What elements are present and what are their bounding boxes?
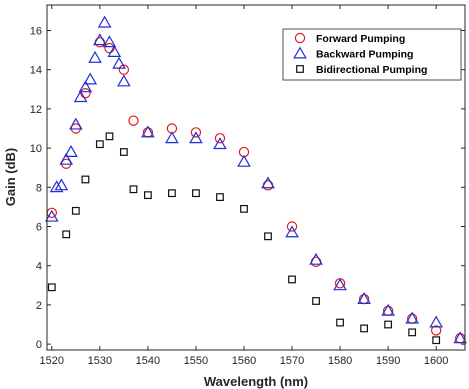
data-point xyxy=(73,90,88,103)
legend-entry: Backward Pumping xyxy=(316,49,413,61)
data-point xyxy=(78,80,93,93)
y-axis-label: Gain (dB) xyxy=(3,148,18,207)
data-point xyxy=(430,325,442,336)
data-point xyxy=(192,189,200,198)
y-tick-label: 6 xyxy=(36,222,42,234)
data-point xyxy=(81,175,90,184)
y-tick-label: 12 xyxy=(30,104,42,116)
data-point xyxy=(286,221,298,232)
x-tick-label: 1590 xyxy=(376,355,400,367)
x-tick-label: 1600 xyxy=(424,355,448,367)
y-tick-label: 2 xyxy=(36,300,42,312)
x-tick-label: 1580 xyxy=(328,355,352,367)
data-point xyxy=(190,127,202,138)
series-circle xyxy=(46,37,466,344)
data-marks xyxy=(44,15,468,345)
data-point xyxy=(333,278,347,291)
plot-frame xyxy=(46,4,466,351)
data-point xyxy=(429,315,444,328)
data-point xyxy=(336,318,344,327)
data-point xyxy=(237,154,251,167)
data-point xyxy=(381,303,395,316)
data-point xyxy=(384,320,393,329)
data-point xyxy=(408,328,417,337)
data-point xyxy=(49,180,64,193)
data-point xyxy=(119,148,128,156)
data-point xyxy=(143,191,152,200)
legend-box xyxy=(282,28,462,81)
y-axis-ticks: 0 2 4 6 8 10 12 14 16 xyxy=(30,25,465,351)
x-tick-label: 1540 xyxy=(136,355,160,367)
data-point xyxy=(128,115,139,126)
y-tick-label: 0 xyxy=(36,339,42,351)
x-axis-ticks: 1520 1530 1540 1550 1560 1570 1580 1590 1600 xyxy=(40,5,448,367)
data-point xyxy=(105,132,114,141)
x-tick-label: 1520 xyxy=(40,355,64,367)
data-point xyxy=(168,189,176,198)
y-tick-label: 10 xyxy=(30,143,42,155)
data-point xyxy=(62,230,71,239)
data-point xyxy=(213,137,227,150)
data-point xyxy=(64,145,78,157)
x-tick-label: 1570 xyxy=(280,355,304,367)
data-point xyxy=(240,204,248,213)
data-point xyxy=(453,331,468,344)
data-point xyxy=(68,117,83,130)
data-point xyxy=(288,275,296,284)
data-point xyxy=(118,64,130,75)
data-point xyxy=(285,225,299,238)
legend-entry: Forward Pumping xyxy=(316,33,405,45)
data-point xyxy=(214,133,226,144)
data-point xyxy=(44,209,59,222)
data-point xyxy=(165,131,179,144)
data-point xyxy=(107,45,122,57)
data-point xyxy=(216,193,224,202)
data-point xyxy=(59,152,74,165)
data-point xyxy=(97,15,112,28)
y-tick-label: 4 xyxy=(36,261,42,273)
data-point xyxy=(261,176,275,189)
y-tick-label: 8 xyxy=(36,182,42,194)
legend-marker xyxy=(293,46,307,59)
legend: Forward Pumping Backward Pumping Bidirecti… xyxy=(282,28,462,81)
data-point xyxy=(117,74,131,87)
x-tick-label: 1550 xyxy=(184,355,208,367)
x-axis-label: Wavelength (nm) xyxy=(204,374,308,389)
y-tick-label: 14 xyxy=(30,65,42,77)
data-point xyxy=(95,140,104,149)
x-tick-label: 1560 xyxy=(232,355,256,367)
legend-marker xyxy=(294,32,306,44)
data-point xyxy=(47,283,56,292)
data-point xyxy=(71,206,80,215)
data-point xyxy=(102,35,117,48)
x-tick-label: 1530 xyxy=(88,355,112,367)
data-point xyxy=(112,56,126,69)
data-point xyxy=(432,336,441,345)
series-triangle xyxy=(44,15,468,344)
data-point xyxy=(312,297,320,305)
data-point xyxy=(357,292,371,304)
data-point xyxy=(93,33,107,46)
series-square xyxy=(47,132,441,345)
legend-marker xyxy=(296,65,304,73)
data-point xyxy=(83,72,98,85)
data-point xyxy=(54,178,69,191)
data-point xyxy=(360,324,369,333)
data-point xyxy=(141,125,155,138)
data-point xyxy=(264,232,272,241)
data-point xyxy=(80,88,91,99)
data-point xyxy=(104,42,115,54)
y-tick-label: 16 xyxy=(30,25,42,37)
data-point xyxy=(189,131,203,144)
data-point xyxy=(405,311,419,324)
legend-entry: Bidirectional Pumping xyxy=(316,64,427,76)
data-point xyxy=(88,50,102,63)
data-point xyxy=(129,185,138,194)
data-point xyxy=(309,252,323,265)
